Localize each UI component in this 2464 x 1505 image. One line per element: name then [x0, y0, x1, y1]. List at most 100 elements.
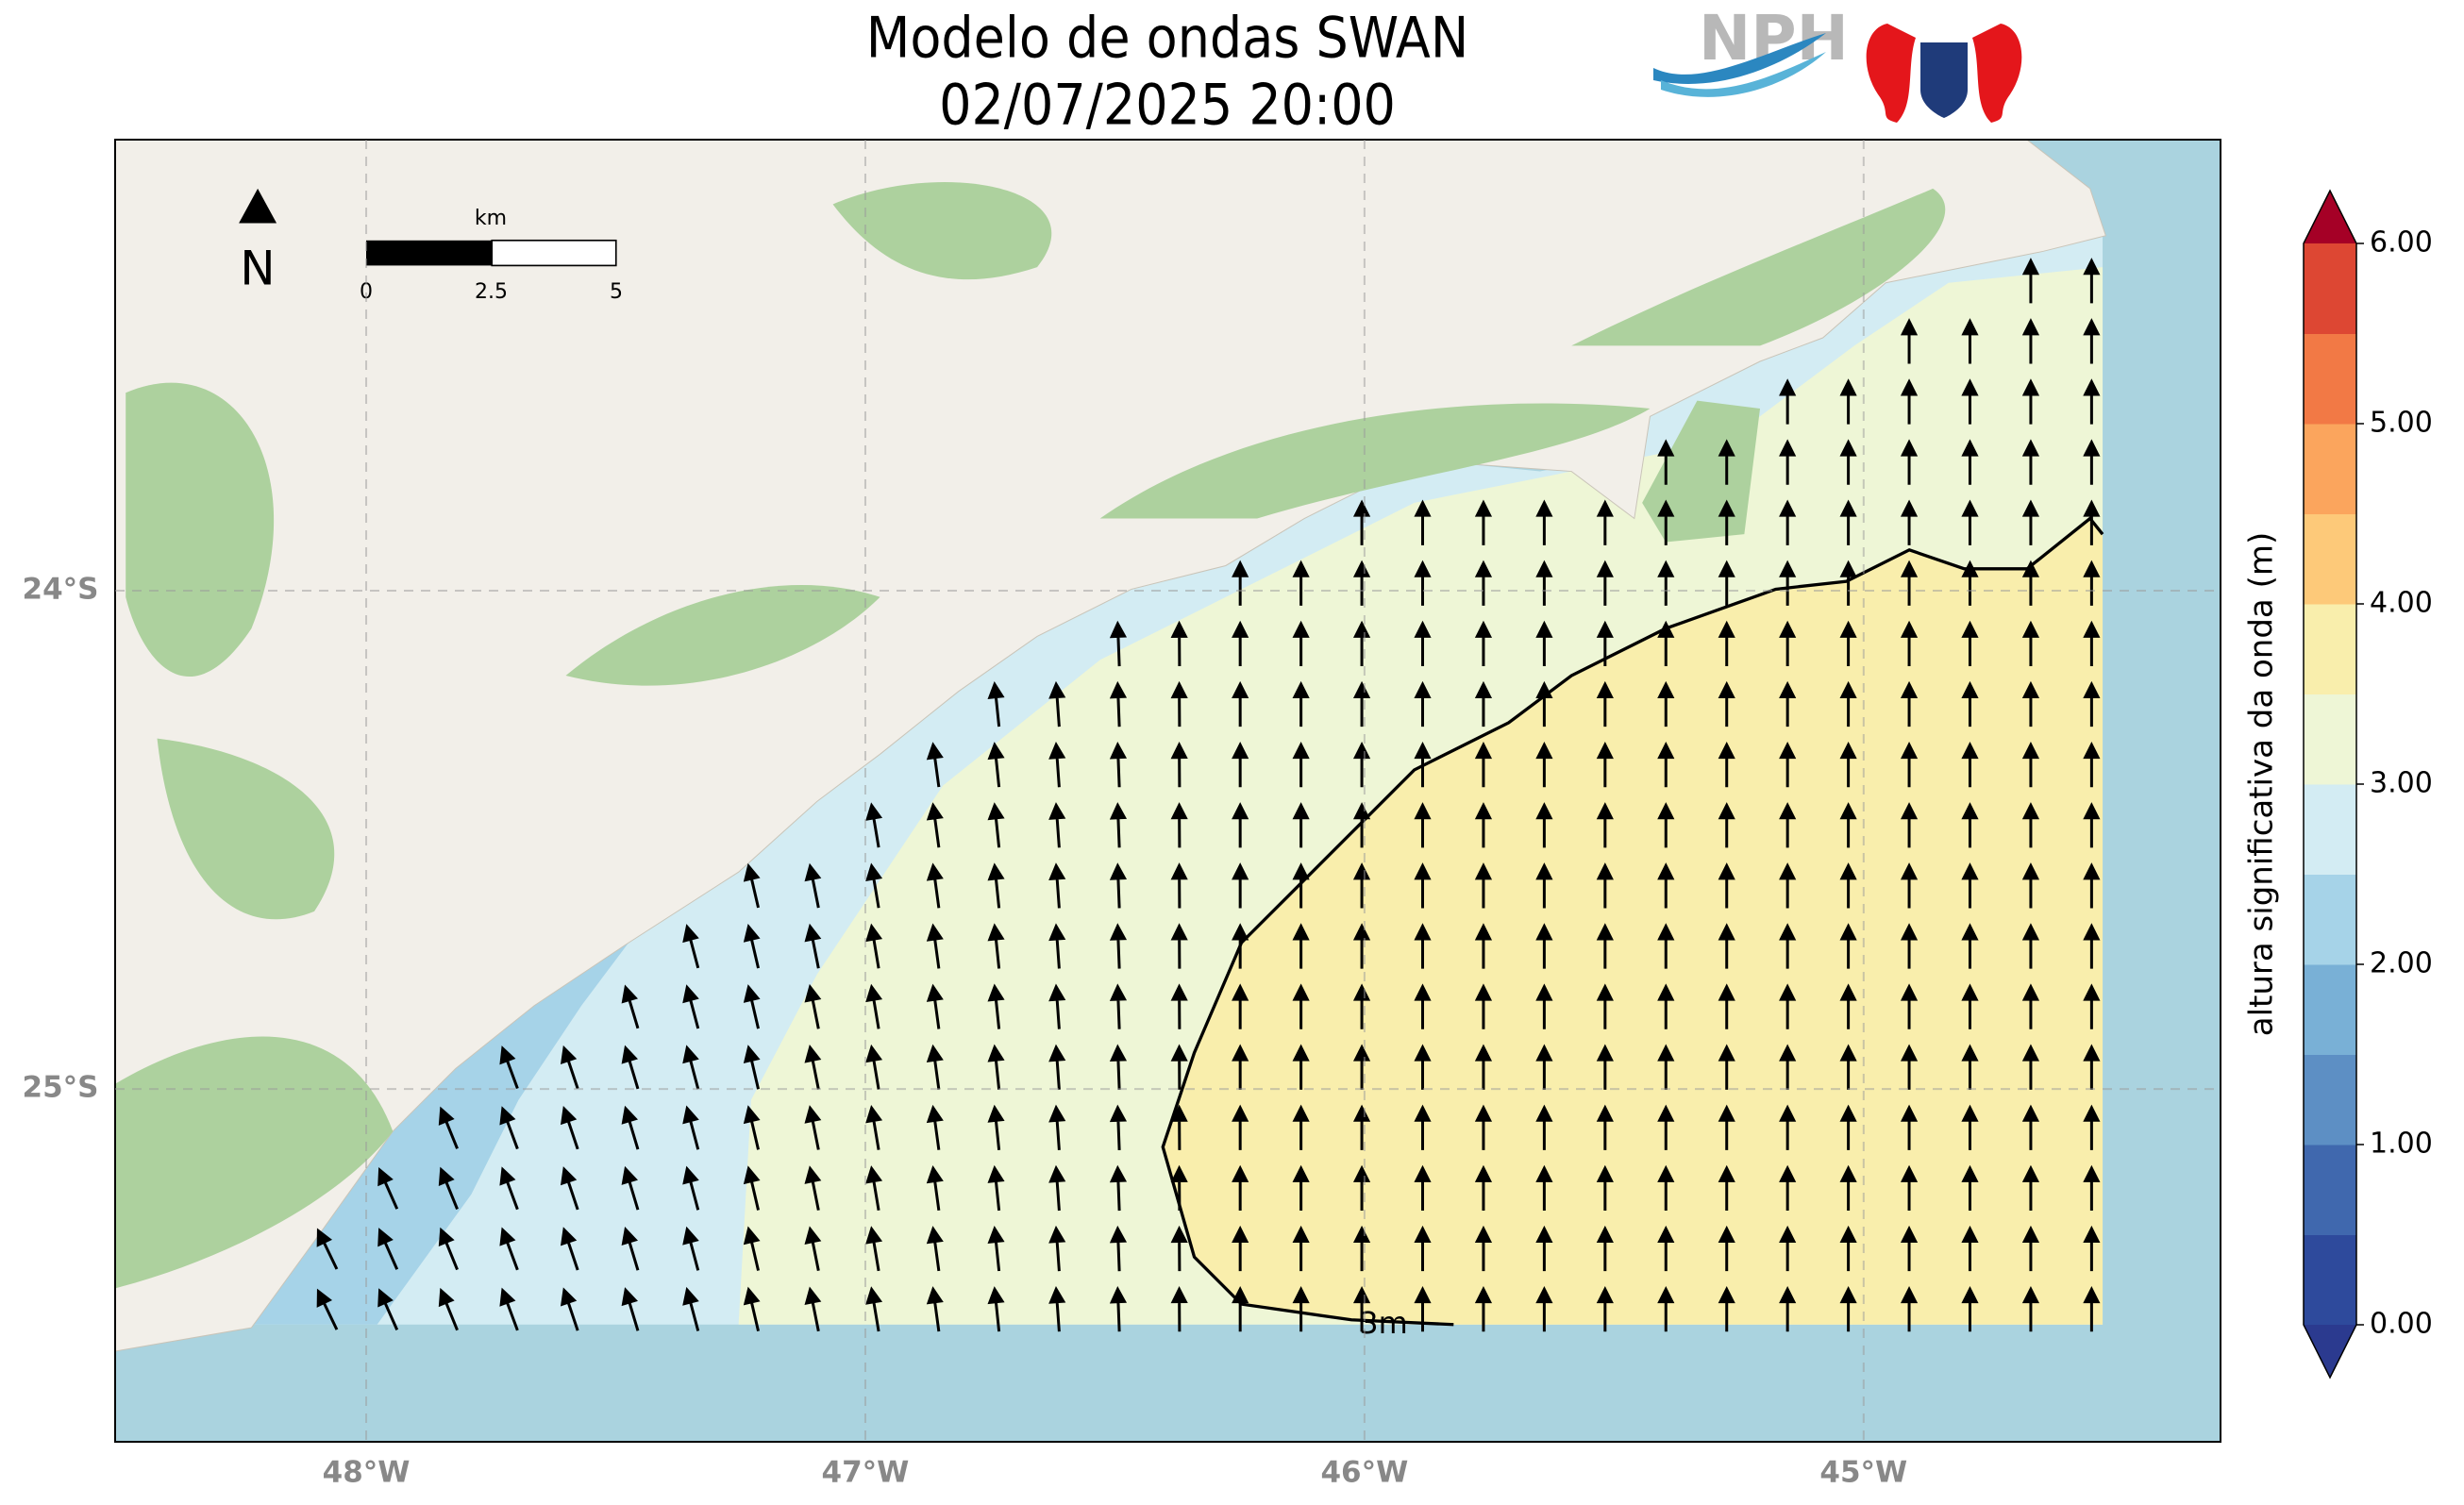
wave-arrow: [621, 1105, 640, 1150]
wave-arrow: [1718, 680, 1735, 727]
wave-arrow: [1535, 560, 1553, 606]
wave-arrow: [1839, 983, 1857, 1029]
colorbar-band: [2304, 1234, 2356, 1326]
wave-arrow: [2021, 1285, 2040, 1332]
wave-arrow: [743, 862, 761, 909]
wave-arrow: [1657, 1164, 1675, 1212]
wave-arrow: [1535, 983, 1553, 1029]
wave-arrow: [1048, 1286, 1066, 1332]
wave-arrow: [499, 1045, 519, 1089]
wave-arrow: [1900, 923, 1919, 969]
wave-arrow: [2083, 862, 2101, 909]
wave-arrow: [1048, 983, 1066, 1029]
wave-arrow: [2021, 258, 2040, 304]
wave-arrow: [1900, 1285, 1919, 1332]
wave-arrow: [865, 802, 883, 848]
wave-arrow: [865, 1286, 883, 1332]
wave-arrow: [1292, 1104, 1310, 1150]
wave-arrow: [1596, 620, 1614, 667]
wave-arrow: [1900, 1225, 1919, 1272]
wave-arrow: [1232, 620, 1249, 667]
wave-arrow: [1900, 560, 1919, 606]
wave-arrow: [1596, 802, 1614, 848]
wave-arrow: [743, 1286, 761, 1332]
wave-arrow: [1232, 1164, 1249, 1212]
wave-arrow: [987, 742, 1005, 788]
wave-arrow: [987, 1044, 1005, 1090]
north-arrow: [239, 188, 277, 224]
wave-arrow: [1414, 1104, 1432, 1150]
wave-arrow: [1596, 862, 1614, 909]
wave-arrow: [2021, 1164, 2040, 1212]
wave-arrow: [1961, 318, 1979, 364]
forest: [114, 182, 1946, 1289]
wave-arrow: [1779, 802, 1797, 848]
wave-arrow: [1292, 862, 1310, 909]
wave-arrow: [1718, 923, 1735, 969]
wave-arrow: [2083, 1104, 2101, 1150]
wave-arrow: [1779, 983, 1797, 1029]
wave-arrow: [926, 742, 944, 788]
wave-arrow: [1839, 741, 1857, 788]
wave-arrow: [1961, 1104, 1979, 1150]
wave-arrow: [1961, 439, 1979, 485]
wave-arrow: [804, 1165, 822, 1211]
colorbar-band: [2304, 964, 2356, 1055]
wave-arrow: [1535, 862, 1553, 909]
colorbar-band: [2304, 513, 2356, 605]
wave-arrow: [1900, 983, 1919, 1029]
wave-arrow: [987, 802, 1005, 848]
wave-arrow: [2021, 620, 2040, 667]
colorbar-band: [2304, 694, 2356, 785]
wave-arrow: [2083, 983, 2101, 1029]
wave-arrow: [1596, 923, 1614, 969]
wave-arrow: [1232, 983, 1249, 1029]
wave-arrow: [1109, 1104, 1128, 1150]
wave-arrow: [743, 1165, 761, 1211]
wave-arrow: [1657, 439, 1675, 485]
wave-arrow: [1779, 1104, 1797, 1150]
wave-arrow: [1048, 742, 1066, 788]
map: [114, 140, 2221, 1443]
colorbar-tick-label: 1.00: [2370, 1128, 2433, 1161]
wave-arrow: [1657, 923, 1675, 969]
wave-arrow: [987, 1225, 1005, 1272]
wave-arrow: [1718, 983, 1735, 1029]
wave-arrow: [2083, 680, 2101, 727]
wave-field-1.5-2: [251, 943, 629, 1325]
wave-arrow: [926, 862, 944, 909]
wave-arrow: [1535, 680, 1553, 727]
wave-arrow: [1414, 620, 1432, 667]
wave-arrow: [1657, 499, 1675, 545]
wave-arrow: [1232, 741, 1249, 788]
colorbar-extend-min: [2304, 1325, 2356, 1378]
wave-arrow: [926, 923, 944, 969]
wave-arrow: [1292, 983, 1310, 1029]
contour-3m: [1161, 516, 2104, 1327]
wave-arrow: [2021, 499, 2040, 545]
wave-arrow: [682, 1045, 700, 1090]
wave-arrow: [1718, 620, 1735, 667]
wave-arrow: [1839, 1285, 1857, 1332]
colorbar-band: [2304, 333, 2356, 425]
title: Modelo de ondas SWAN: [866, 6, 1468, 72]
wave-arrow: [1657, 802, 1675, 848]
wave-arrow: [2083, 1044, 2101, 1090]
wave-arrow: [1779, 862, 1797, 909]
wave-arrow: [926, 1104, 944, 1150]
wave-arrow: [1961, 983, 1979, 1029]
wave-arrow: [1292, 1225, 1310, 1272]
wave-arrow: [1779, 680, 1797, 727]
wave-arrow: [1109, 1164, 1128, 1212]
wave-arrow: [1170, 1225, 1188, 1272]
wave-arrow: [1961, 1225, 1979, 1272]
colorbar-tick-label: 0.00: [2370, 1308, 2433, 1341]
wave-arrow: [1657, 1225, 1675, 1272]
wave-arrow: [621, 1226, 640, 1271]
scale-unit: km: [475, 207, 507, 230]
wave-arrow: [1535, 1164, 1553, 1212]
wave-arrow: [987, 983, 1005, 1029]
wave-arrow: [1414, 1285, 1432, 1332]
wave-arrow: [682, 984, 700, 1029]
wave-arrow: [1474, 1164, 1493, 1212]
